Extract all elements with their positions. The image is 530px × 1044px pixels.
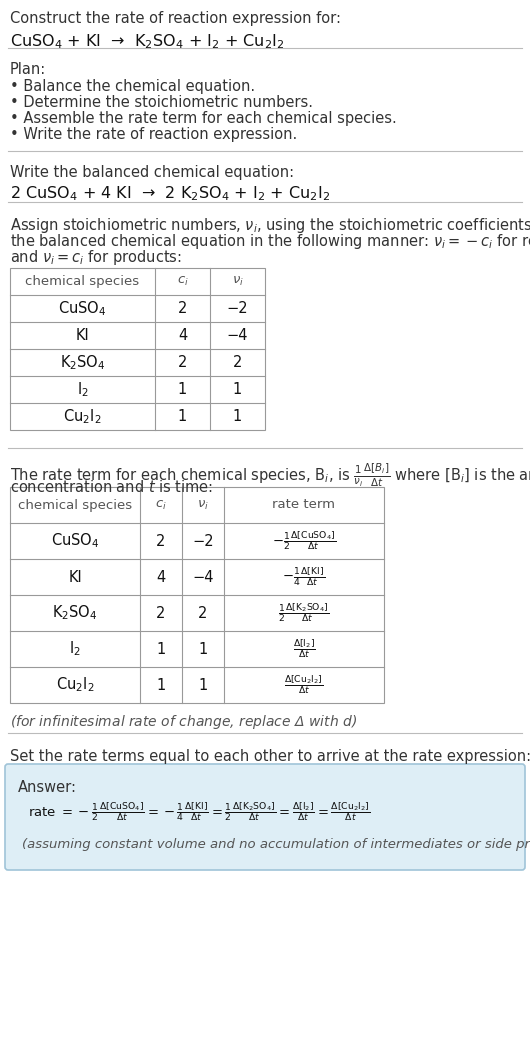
Text: CuSO$_4$: CuSO$_4$: [58, 300, 107, 317]
Text: 1: 1: [156, 641, 165, 657]
Text: CuSO$_4$: CuSO$_4$: [51, 531, 99, 550]
Text: $\frac{1}{2}\frac{\Delta[\mathrm{K_2SO_4}]}{\Delta t}$: $\frac{1}{2}\frac{\Delta[\mathrm{K_2SO_4…: [278, 601, 330, 624]
Text: (assuming constant volume and no accumulation of intermediates or side products): (assuming constant volume and no accumul…: [22, 838, 530, 851]
Text: 2: 2: [156, 533, 166, 548]
Text: Cu$_2$I$_2$: Cu$_2$I$_2$: [63, 407, 102, 426]
Text: KI: KI: [68, 569, 82, 585]
Bar: [10, 487, 384, 703]
Text: rate term: rate term: [272, 498, 335, 512]
Text: chemical species: chemical species: [18, 498, 132, 512]
Text: K$_2$SO$_4$: K$_2$SO$_4$: [60, 353, 105, 372]
Text: 2: 2: [178, 301, 187, 316]
Text: $c_i$: $c_i$: [176, 275, 188, 288]
Text: the balanced chemical equation in the following manner: $\nu_i = -c_i$ for react: the balanced chemical equation in the fo…: [10, 232, 530, 251]
Text: 2: 2: [233, 355, 242, 370]
Text: CuSO$_4$ + KI  →  K$_2$SO$_4$ + I$_2$ + Cu$_2$I$_2$: CuSO$_4$ + KI → K$_2$SO$_4$ + I$_2$ + Cu…: [10, 32, 285, 51]
Text: Assign stoichiometric numbers, $\nu_i$, using the stoichiometric coefficients, $: Assign stoichiometric numbers, $\nu_i$, …: [10, 216, 530, 235]
FancyBboxPatch shape: [5, 764, 525, 870]
Text: rate $= -\frac{1}{2}\frac{\Delta[\mathrm{CuSO_4}]}{\Delta t} = -\frac{1}{4}\frac: rate $= -\frac{1}{2}\frac{\Delta[\mathrm…: [28, 801, 370, 824]
Text: $\nu_i$: $\nu_i$: [197, 498, 209, 512]
Text: • Balance the chemical equation.: • Balance the chemical equation.: [10, 79, 255, 94]
Text: 1: 1: [178, 409, 187, 424]
Text: 2 CuSO$_4$ + 4 KI  →  2 K$_2$SO$_4$ + I$_2$ + Cu$_2$I$_2$: 2 CuSO$_4$ + 4 KI → 2 K$_2$SO$_4$ + I$_2…: [10, 184, 330, 203]
Text: 4: 4: [156, 569, 165, 585]
Text: • Write the rate of reaction expression.: • Write the rate of reaction expression.: [10, 127, 297, 142]
Text: 2: 2: [156, 606, 166, 620]
Text: • Determine the stoichiometric numbers.: • Determine the stoichiometric numbers.: [10, 95, 313, 110]
Text: (for infinitesimal rate of change, replace Δ with $d$): (for infinitesimal rate of change, repla…: [10, 713, 357, 731]
Text: Write the balanced chemical equation:: Write the balanced chemical equation:: [10, 165, 294, 180]
Text: 2: 2: [178, 355, 187, 370]
Text: $c_i$: $c_i$: [155, 498, 167, 512]
Text: • Assemble the rate term for each chemical species.: • Assemble the rate term for each chemic…: [10, 111, 397, 126]
Text: $\frac{\Delta[\mathrm{I_2}]}{\Delta t}$: $\frac{\Delta[\mathrm{I_2}]}{\Delta t}$: [293, 638, 315, 661]
Text: and $\nu_i = c_i$ for products:: and $\nu_i = c_i$ for products:: [10, 248, 182, 267]
Text: Answer:: Answer:: [18, 780, 77, 794]
Text: 1: 1: [233, 382, 242, 397]
Text: 1: 1: [156, 678, 165, 692]
Text: −2: −2: [227, 301, 249, 316]
Text: $-\frac{1}{2}\frac{\Delta[\mathrm{CuSO_4}]}{\Delta t}$: $-\frac{1}{2}\frac{\Delta[\mathrm{CuSO_4…: [272, 529, 336, 552]
Text: KI: KI: [76, 328, 90, 343]
Text: 1: 1: [233, 409, 242, 424]
Text: 4: 4: [178, 328, 187, 343]
Text: Cu$_2$I$_2$: Cu$_2$I$_2$: [56, 675, 94, 694]
Text: The rate term for each chemical species, B$_i$, is $\frac{1}{\nu_i}\frac{\Delta[: The rate term for each chemical species,…: [10, 462, 530, 490]
Text: −4: −4: [227, 328, 248, 343]
Text: $\nu_i$: $\nu_i$: [232, 275, 243, 288]
Text: I$_2$: I$_2$: [76, 380, 89, 399]
Text: 2: 2: [198, 606, 208, 620]
Text: Construct the rate of reaction expression for:: Construct the rate of reaction expressio…: [10, 11, 341, 26]
Text: $\frac{\Delta[\mathrm{Cu_2I_2}]}{\Delta t}$: $\frac{\Delta[\mathrm{Cu_2I_2}]}{\Delta …: [284, 673, 324, 696]
Text: $-\frac{1}{4}\frac{\Delta[\mathrm{KI}]}{\Delta t}$: $-\frac{1}{4}\frac{\Delta[\mathrm{KI}]}{…: [282, 566, 325, 588]
Text: −4: −4: [192, 569, 214, 585]
Text: I$_2$: I$_2$: [69, 640, 81, 659]
Text: 1: 1: [198, 678, 208, 692]
Text: K$_2$SO$_4$: K$_2$SO$_4$: [52, 603, 98, 622]
Bar: [10, 268, 265, 430]
Text: chemical species: chemical species: [25, 275, 139, 288]
Text: Set the rate terms equal to each other to arrive at the rate expression:: Set the rate terms equal to each other t…: [10, 749, 530, 764]
Text: concentration and $t$ is time:: concentration and $t$ is time:: [10, 479, 213, 495]
Text: −2: −2: [192, 533, 214, 548]
Text: Plan:: Plan:: [10, 62, 46, 77]
Text: 1: 1: [198, 641, 208, 657]
Text: 1: 1: [178, 382, 187, 397]
